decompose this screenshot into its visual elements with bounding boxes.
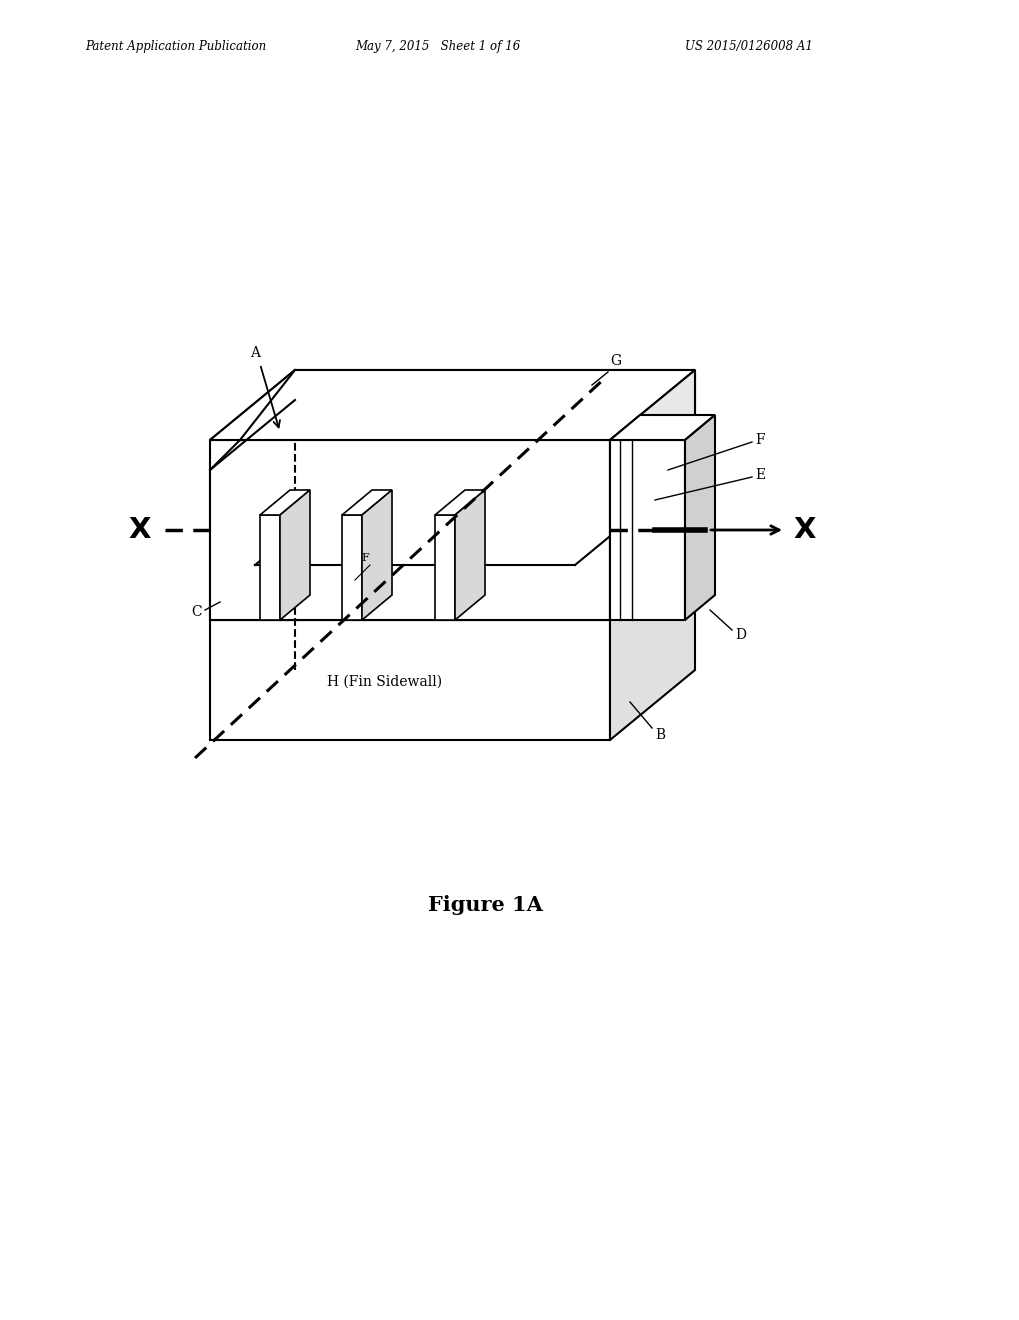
Polygon shape	[434, 515, 454, 620]
Text: X: X	[128, 516, 151, 544]
Polygon shape	[210, 370, 694, 440]
Polygon shape	[434, 490, 484, 515]
Text: B: B	[654, 729, 664, 742]
Polygon shape	[210, 620, 609, 741]
Polygon shape	[609, 414, 714, 440]
Polygon shape	[260, 490, 310, 515]
Polygon shape	[609, 440, 685, 620]
Polygon shape	[210, 440, 609, 620]
Text: A: A	[250, 346, 260, 360]
Polygon shape	[341, 515, 362, 620]
Text: US 2015/0126008 A1: US 2015/0126008 A1	[685, 40, 812, 53]
Text: H (Fin Sidewall): H (Fin Sidewall)	[327, 675, 442, 689]
Text: Patent Application Publication: Patent Application Publication	[85, 40, 266, 53]
Polygon shape	[362, 490, 391, 620]
Polygon shape	[210, 550, 694, 620]
Text: E: E	[754, 469, 764, 482]
Text: May 7, 2015   Sheet 1 of 16: May 7, 2015 Sheet 1 of 16	[355, 40, 520, 53]
Polygon shape	[609, 550, 694, 741]
Polygon shape	[210, 440, 609, 620]
Polygon shape	[210, 370, 694, 440]
Polygon shape	[609, 370, 694, 620]
Text: X: X	[793, 516, 815, 544]
Text: Figure 1A: Figure 1A	[427, 895, 542, 915]
Polygon shape	[609, 370, 694, 620]
Text: D: D	[735, 628, 745, 642]
Polygon shape	[260, 515, 280, 620]
Text: F: F	[361, 553, 369, 564]
Text: F: F	[754, 433, 764, 447]
Polygon shape	[454, 490, 484, 620]
Polygon shape	[685, 414, 714, 620]
Text: G: G	[609, 354, 621, 368]
Polygon shape	[341, 490, 391, 515]
Polygon shape	[280, 490, 310, 620]
Text: C: C	[192, 605, 202, 619]
